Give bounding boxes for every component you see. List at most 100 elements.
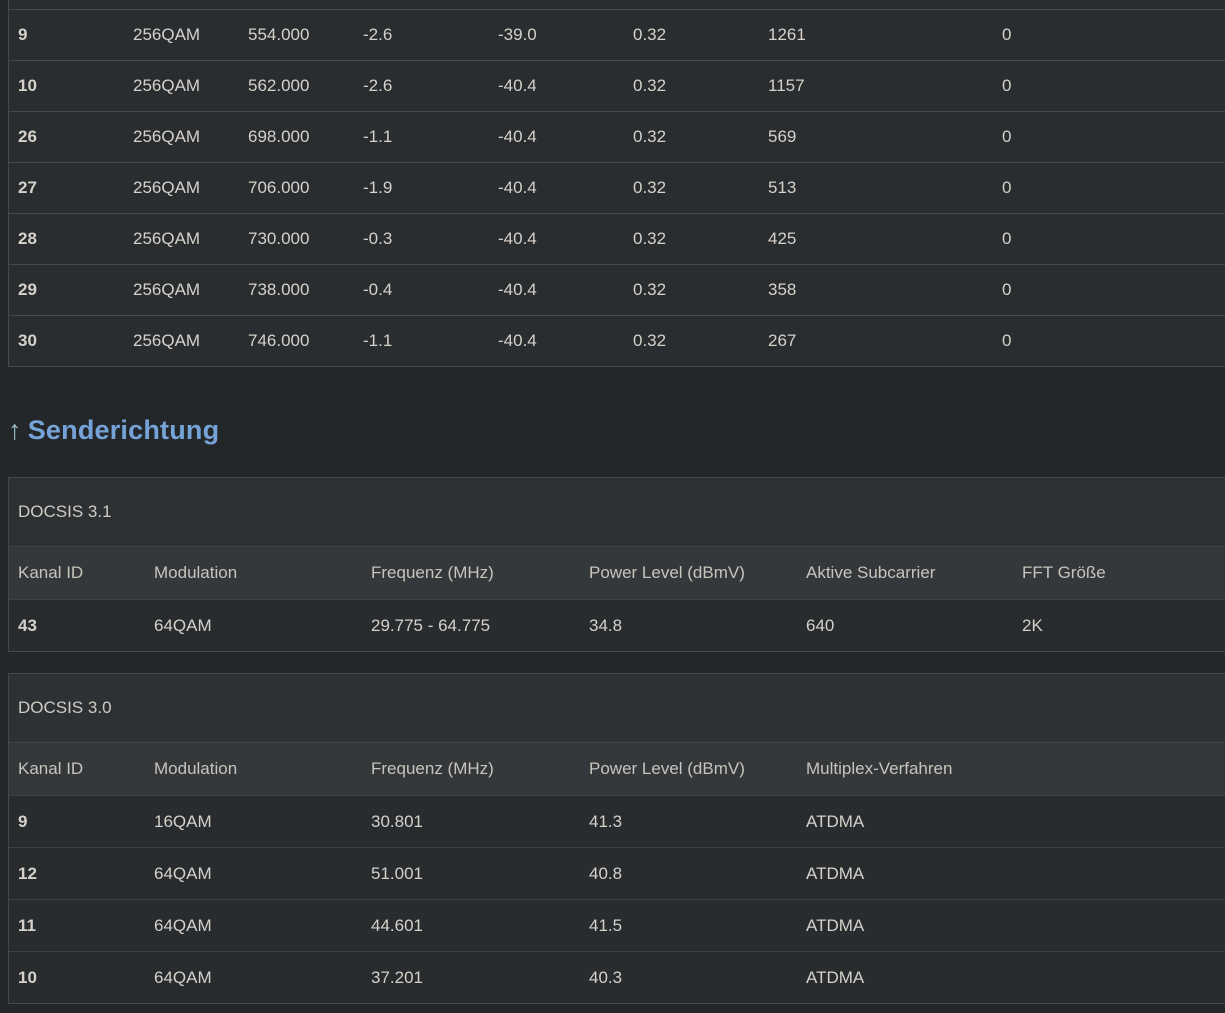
cell-power-level: 40.8 [589, 863, 623, 883]
cell-snr: -40.4 [498, 178, 537, 197]
cell-nicht-korrigierbare-fehler: 0 [1002, 280, 1012, 299]
cell-frequenz: 746.000 [248, 331, 310, 350]
cell-kanal-id: 30 [18, 331, 37, 350]
cell-modulation: 256QAM [133, 280, 201, 299]
cell-kanal-id: 29 [18, 280, 37, 299]
docsis30-header-row: Kanal ID Modulation Frequenz (MHz) Power… [9, 742, 1225, 795]
cell-snr: -40.4 [498, 229, 537, 248]
cell-frequenz: 29.775 - 64.775 [371, 615, 491, 635]
cell-modulation: 256QAM [133, 331, 201, 350]
cell-kanal-id: 10 [18, 967, 37, 987]
cell-frequenz: 738.000 [248, 280, 310, 299]
cell-ber: 0.32 [633, 25, 667, 44]
cell-ber: 0.32 [633, 76, 667, 95]
cell-multiplex-verfahren: ATDMA [806, 915, 865, 935]
cell-power-level: 40.3 [589, 967, 623, 987]
table-row: 9 256QAM 554.000 -2.6 -39.0 0.32 1261 0 [9, 9, 1225, 60]
docsis31-title: DOCSIS 3.1 [18, 502, 112, 521]
cell-nicht-korrigierbare-fehler: 0 [1002, 178, 1012, 197]
cell-multiplex-verfahren: ATDMA [806, 811, 865, 831]
cell-frequenz: 51.001 [371, 863, 423, 883]
cell-kanal-id: 9 [18, 811, 28, 831]
table-row: 11 64QAM 44.601 41.5 ATDMA [9, 899, 1225, 951]
table-row: 10 256QAM 562.000 -2.6 -40.4 0.32 1157 0 [9, 60, 1225, 111]
cell-multiplex-verfahren: ATDMA [806, 863, 865, 883]
cell-frequenz: 562.000 [248, 76, 310, 95]
downstream-table: 9 256QAM 554.000 -2.6 -39.0 0.32 1261 0 … [8, 0, 1225, 367]
cell-korrigierbare-fehler: 267 [768, 331, 797, 350]
cell-frequenz: 698.000 [248, 127, 310, 146]
cell-frequenz: 44.601 [371, 915, 423, 935]
cell-power-level: 41.3 [589, 811, 623, 831]
cell-frequenz: 37.201 [371, 967, 423, 987]
cell-modulation: 256QAM [133, 127, 201, 146]
cell-kanal-id: 9 [18, 25, 28, 44]
table-row: 29 256QAM 738.000 -0.4 -40.4 0.32 358 0 [9, 264, 1225, 315]
cell-nicht-korrigierbare-fehler: 0 [1002, 25, 1012, 44]
cell-ber: 0.32 [633, 280, 667, 299]
col-fft-groesse: FFT Größe [1022, 563, 1106, 582]
cell-kanal-id: 10 [18, 76, 37, 95]
cell-frequenz: 730.000 [248, 229, 310, 248]
cell-power-level: -1.1 [363, 331, 393, 350]
col-frequenz: Frequenz (MHz) [371, 563, 494, 582]
cell-modulation: 64QAM [154, 967, 212, 987]
cell-korrigierbare-fehler: 1261 [768, 25, 806, 44]
cell-aktive-subcarrier: 640 [806, 615, 835, 635]
cell-korrigierbare-fehler: 1157 [768, 76, 805, 95]
cell-ber: 0.32 [633, 127, 667, 146]
cell-fft-groesse: 2K [1022, 615, 1043, 635]
cell-multiplex-verfahren: ATDMA [806, 967, 865, 987]
docsis31-header-row: Kanal ID Modulation Frequenz (MHz) Power… [9, 546, 1225, 599]
table-row: 30 256QAM 746.000 -1.1 -40.4 0.32 267 0 [9, 315, 1225, 366]
cell-ber: 0.32 [633, 229, 667, 248]
docsis30-title: DOCSIS 3.0 [18, 698, 112, 717]
cell-kanal-id: 11 [18, 915, 36, 935]
docsis31-panel: DOCSIS 3.1 Kanal ID Modulation Frequenz … [8, 477, 1225, 652]
cell-nicht-korrigierbare-fehler: 0 [1002, 331, 1012, 350]
table-row: 9 16QAM 30.801 41.3 ATDMA [9, 795, 1225, 847]
cell-frequenz: 554.000 [248, 25, 310, 44]
upstream-heading-label: Senderichtung [27, 415, 220, 445]
cell-korrigierbare-fehler: 569 [768, 127, 797, 146]
cell-power-level: -1.1 [363, 127, 393, 146]
col-power-level: Power Level (dBmV) [589, 563, 745, 582]
cell-modulation: 256QAM [133, 229, 201, 248]
cell-modulation: 256QAM [133, 76, 201, 95]
cell-power-level: -0.4 [363, 280, 393, 299]
cell-modulation: 64QAM [154, 915, 212, 935]
cell-modulation: 256QAM [133, 178, 201, 197]
cell-frequenz: 30.801 [371, 811, 423, 831]
col-kanal-id: Kanal ID [18, 759, 84, 778]
cell-ber: 0.32 [633, 331, 667, 350]
cell-power-level: -0.3 [363, 229, 393, 248]
col-modulation: Modulation [154, 563, 238, 582]
table-row-partial [9, 0, 1225, 9]
table-row: 28 256QAM 730.000 -0.3 -40.4 0.32 425 0 [9, 213, 1225, 264]
col-modulation: Modulation [154, 759, 238, 778]
cell-power-level: -2.6 [363, 76, 393, 95]
col-multiplex-verfahren: Multiplex-Verfahren [806, 759, 953, 778]
table-row: 12 64QAM 51.001 40.8 ATDMA [9, 847, 1225, 899]
cell-ber: 0.32 [633, 178, 667, 197]
cell-power-level: -1.9 [363, 178, 393, 197]
cell-kanal-id: 12 [18, 863, 37, 883]
table-row: 27 256QAM 706.000 -1.9 -40.4 0.32 513 0 [9, 162, 1225, 213]
cell-kanal-id: 43 [18, 615, 37, 635]
cell-kanal-id: 28 [18, 229, 37, 248]
col-kanal-id: Kanal ID [18, 563, 84, 582]
upstream-section-heading: ↑ Senderichtung [8, 413, 1225, 447]
table-row: 43 64QAM 29.775 - 64.775 34.8 640 2K [9, 599, 1225, 651]
cell-modulation: 16QAM [154, 811, 212, 831]
cell-modulation: 64QAM [154, 863, 212, 883]
cell-nicht-korrigierbare-fehler: 0 [1002, 76, 1012, 95]
cell-frequenz: 706.000 [248, 178, 310, 197]
cell-korrigierbare-fehler: 425 [768, 229, 797, 248]
cell-power-level: 34.8 [589, 615, 623, 635]
cell-snr: -40.4 [498, 127, 537, 146]
cell-snr: -40.4 [498, 76, 537, 95]
cell-power-level: -2.6 [363, 25, 393, 44]
cell-kanal-id: 27 [18, 178, 37, 197]
col-frequenz: Frequenz (MHz) [371, 759, 494, 778]
table-row: 10 64QAM 37.201 40.3 ATDMA [9, 951, 1225, 1003]
